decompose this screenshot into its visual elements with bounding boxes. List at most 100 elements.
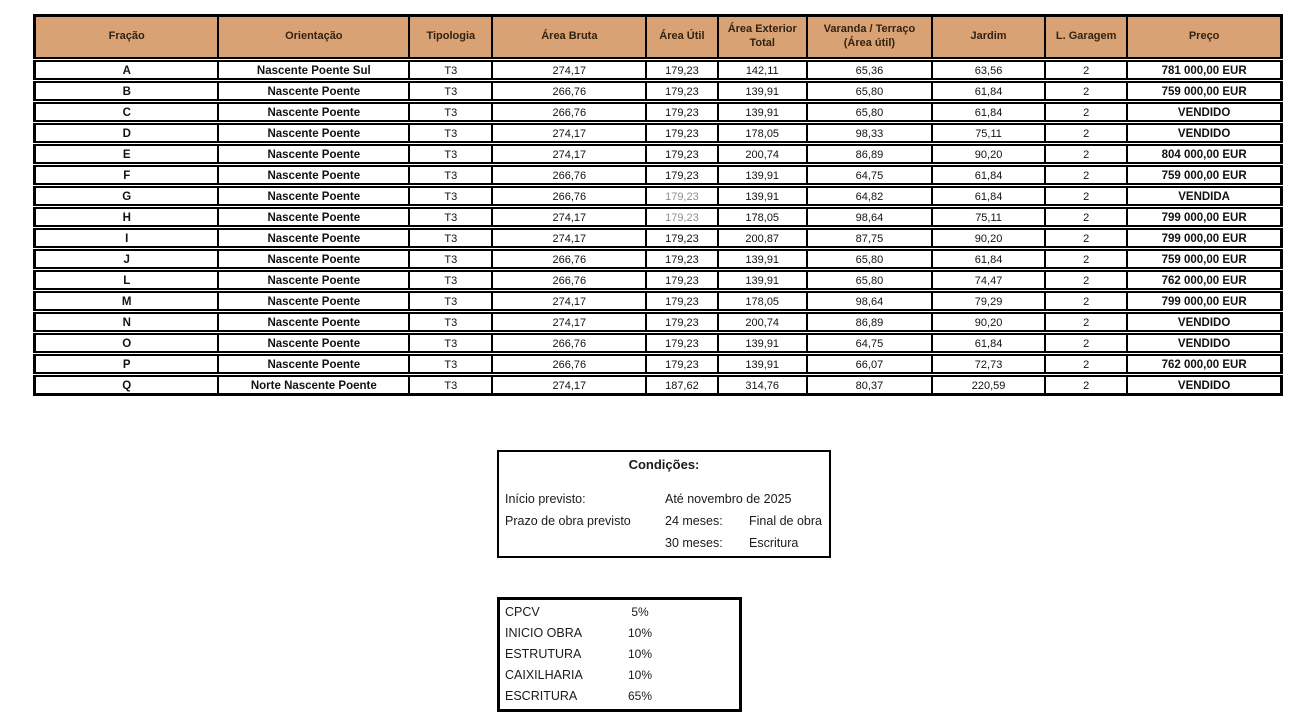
cell-preco: 804 000,00 EUR <box>1128 144 1283 164</box>
cell-area_util: 179,23 <box>647 81 719 101</box>
cell-garagem: 2 <box>1046 291 1129 311</box>
cell-tipologia: T3 <box>410 375 494 396</box>
cell-fracao: Q <box>33 375 220 396</box>
cell-varanda: 87,75 <box>807 228 933 248</box>
cell-jardim: 220,59 <box>932 375 1047 396</box>
conditions-box: Condições: Início previsto: Até novembro … <box>497 450 831 558</box>
payment-row: INICIO OBRA 10% <box>500 623 739 644</box>
cell-tipologia: T3 <box>410 144 494 164</box>
cell-area_exterior: 200,74 <box>718 312 808 332</box>
column-header-fracao: Fração <box>33 14 220 59</box>
table-row-H: H Nascente Poente T3 274,17 179,23 178,05 98,6… <box>33 207 1283 227</box>
cell-jardim: 75,11 <box>932 207 1047 227</box>
table-row-C: C Nascente Poente T3 266,76 179,23 139,91 65,8… <box>33 102 1283 122</box>
cell-garagem: 2 <box>1046 60 1129 80</box>
cell-fracao: M <box>33 291 220 311</box>
cell-garagem: 2 <box>1046 375 1129 396</box>
cell-fracao: C <box>33 102 220 122</box>
cell-jardim: 79,29 <box>932 291 1047 311</box>
conditions-value: 30 meses: <box>665 536 723 550</box>
cell-garagem: 2 <box>1046 354 1129 374</box>
cell-preco: 799 000,00 EUR <box>1128 207 1283 227</box>
cell-orientacao: Nascente Poente <box>219 165 411 185</box>
conditions-row: 30 meses: Escritura <box>499 532 829 554</box>
cell-jardim: 61,84 <box>932 102 1047 122</box>
cell-fracao: B <box>33 81 220 101</box>
payment-stage-label: INICIO OBRA <box>505 626 583 640</box>
cell-varanda: 98,33 <box>807 123 933 143</box>
conditions-value: Final de obra <box>749 514 822 528</box>
cell-area_util: 179,23 <box>647 228 719 248</box>
cell-varanda: 66,07 <box>807 354 933 374</box>
cell-preco: VENDIDA <box>1128 186 1283 206</box>
cell-orientacao: Nascente Poente <box>219 291 411 311</box>
cell-tipologia: T3 <box>410 102 494 122</box>
cell-preco: VENDIDO <box>1128 312 1283 332</box>
cell-jardim: 63,56 <box>932 60 1047 80</box>
column-header-area_util: Área Útil <box>647 14 719 59</box>
cell-area_bruta: 266,76 <box>493 354 648 374</box>
payment-percentage: 5% <box>631 605 649 619</box>
cell-fracao: A <box>33 60 220 80</box>
cell-fracao: O <box>33 333 220 353</box>
payment-row: ESTRUTURA 10% <box>500 644 739 665</box>
cell-orientacao: Nascente Poente <box>219 144 411 164</box>
header-row: Fração Orientação Tipologia Área Bruta Área … <box>33 14 1283 59</box>
cell-jardim: 90,20 <box>932 312 1047 332</box>
payment-stage-label: CAIXILHARIA <box>505 668 583 682</box>
cell-area_exterior: 139,91 <box>718 102 808 122</box>
cell-area_bruta: 274,17 <box>493 228 648 248</box>
cell-orientacao: Nascente Poente <box>219 207 411 227</box>
cell-area_util: 179,23 <box>647 60 719 80</box>
cell-orientacao: Nascente Poente <box>219 81 411 101</box>
cell-fracao: N <box>33 312 220 332</box>
cell-preco: VENDIDO <box>1128 102 1283 122</box>
column-header-orientacao: Orientação <box>219 14 411 59</box>
cell-garagem: 2 <box>1046 102 1129 122</box>
table-row-Q: Q Norte Nascente Poente T3 274,17 187,62 314,… <box>33 375 1283 396</box>
cell-area_exterior: 314,76 <box>718 375 808 396</box>
cell-orientacao: Nascente Poente <box>219 186 411 206</box>
cell-preco: 762 000,00 EUR <box>1128 270 1283 290</box>
cell-fracao: G <box>33 186 220 206</box>
payment-stage-label: ESCRITURA <box>505 689 578 703</box>
conditions-row: Prazo de obra previsto 24 meses: Final de … <box>499 510 829 532</box>
cell-area_exterior: 178,05 <box>718 123 808 143</box>
cell-jardim: 90,20 <box>932 228 1047 248</box>
cell-garagem: 2 <box>1046 123 1129 143</box>
cell-jardim: 72,73 <box>932 354 1047 374</box>
payment-percentage: 10% <box>627 668 653 682</box>
cell-area_util: 179,23 <box>647 144 719 164</box>
cell-garagem: 2 <box>1046 312 1129 332</box>
cell-area_bruta: 274,17 <box>493 123 648 143</box>
cell-area_util: 179,23 <box>647 312 719 332</box>
cell-area_bruta: 266,76 <box>493 249 648 269</box>
cell-preco: VENDIDO <box>1128 123 1283 143</box>
table-row-A: A Nascente Poente Sul T3 274,17 179,23 142,11… <box>33 60 1283 80</box>
cell-orientacao: Nascente Poente <box>219 102 411 122</box>
cell-tipologia: T3 <box>410 165 494 185</box>
cell-varanda: 65,80 <box>807 249 933 269</box>
cell-area_util: 179,23 <box>647 123 719 143</box>
conditions-rows: Início previsto: Até novembro de 2025 Praz… <box>499 488 829 554</box>
cell-area_bruta: 266,76 <box>493 81 648 101</box>
cell-preco: 781 000,00 EUR <box>1128 60 1283 80</box>
cell-garagem: 2 <box>1046 249 1129 269</box>
cell-varanda: 65,80 <box>807 102 933 122</box>
cell-area_exterior: 200,87 <box>718 228 808 248</box>
cell-tipologia: T3 <box>410 207 494 227</box>
cell-area_bruta: 274,17 <box>493 207 648 227</box>
payment-row: ESCRITURA 65% <box>500 686 739 707</box>
cell-orientacao: Nascente Poente <box>219 123 411 143</box>
cell-fracao: P <box>33 354 220 374</box>
cell-area_util: 179,23 <box>647 291 719 311</box>
cell-garagem: 2 <box>1046 144 1129 164</box>
column-header-area_bruta: Área Bruta <box>493 14 648 59</box>
cell-tipologia: T3 <box>410 249 494 269</box>
cell-varanda: 64,75 <box>807 333 933 353</box>
cell-orientacao: Nascente Poente <box>219 354 411 374</box>
table-row-P: P Nascente Poente T3 266,76 179,23 139,91 66,0… <box>33 354 1283 374</box>
cell-fracao: J <box>33 249 220 269</box>
cell-jardim: 61,84 <box>932 186 1047 206</box>
cell-orientacao: Nascente Poente <box>219 249 411 269</box>
